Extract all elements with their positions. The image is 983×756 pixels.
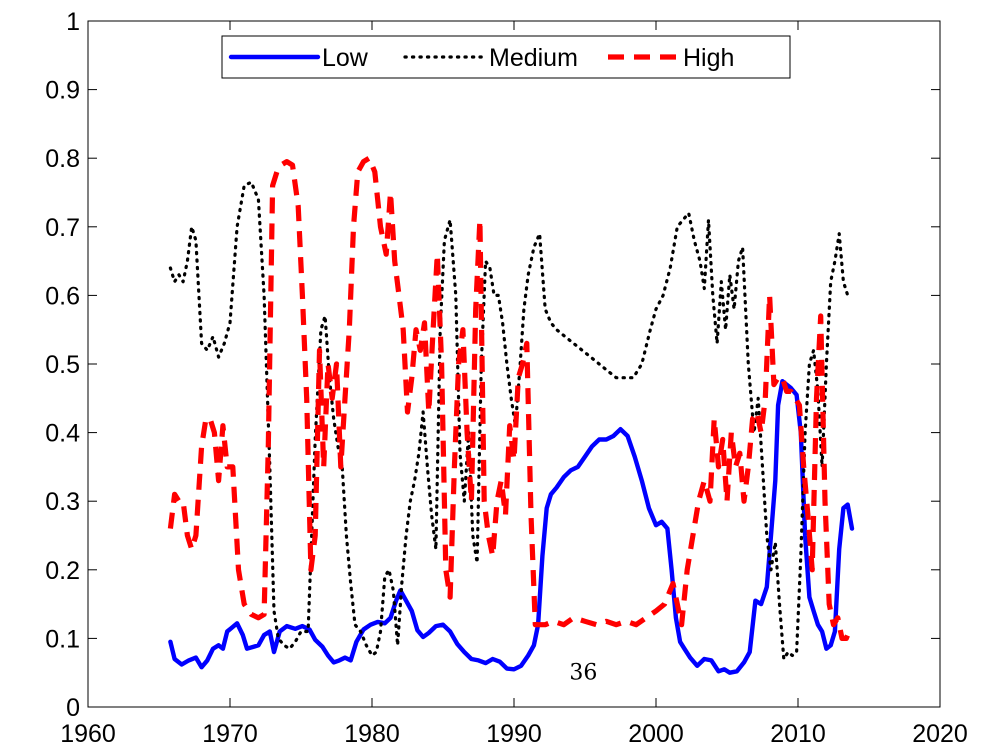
y-tick-label: 0.1 (45, 625, 80, 653)
x-tick-label: 1970 (202, 720, 258, 748)
x-tick-label: 1990 (486, 720, 542, 748)
legend-label-high: High (683, 44, 734, 72)
y-tick-label: 0.4 (45, 420, 80, 448)
axes-ticks: 1960 1970 1980 1990 2000 2010 2020 0 0.1 0.2 0.3 0.… (45, 8, 968, 748)
y-tick-label: 0.9 (45, 77, 80, 105)
y-tick-label: 1 (66, 8, 80, 36)
x-tick-label: 1960 (60, 720, 116, 748)
y-tick-label: 0.6 (45, 282, 80, 310)
y-tick-label: 0 (66, 694, 80, 722)
y-tick-label: 0.3 (45, 488, 80, 516)
x-tick-label: 1980 (344, 720, 400, 748)
x-tick-label: 2010 (770, 720, 826, 748)
legend-label-low: Low (322, 44, 369, 72)
x-tick-label: 2020 (912, 720, 968, 748)
page-number-annotation: 36 (569, 660, 597, 685)
y-tick-label: 0.2 (45, 557, 80, 585)
y-tick-label: 0.7 (45, 214, 80, 242)
x-tick-label: 2000 (628, 720, 684, 748)
legend-label-medium: Medium (489, 44, 578, 72)
annotations: 36 (569, 660, 597, 685)
legend: Low Medium High (221, 35, 791, 79)
series-layer (167, 155, 855, 675)
y-tick-label: 0.5 (45, 351, 80, 379)
y-tick-label: 0.8 (45, 145, 80, 173)
